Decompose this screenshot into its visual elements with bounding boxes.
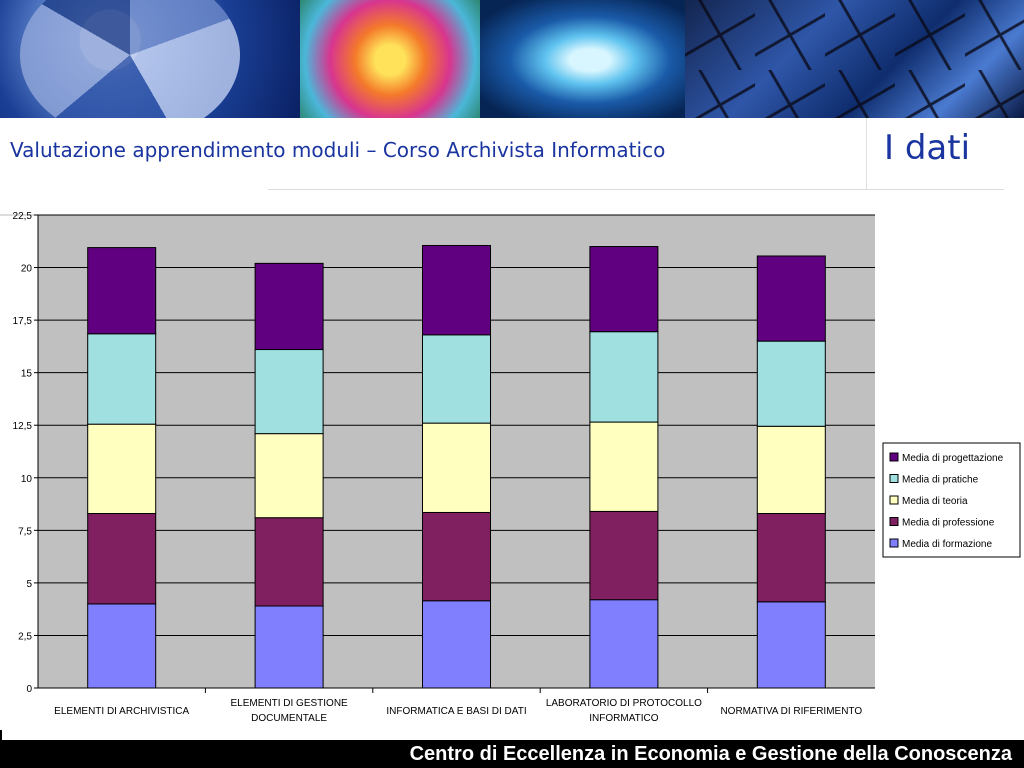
y-tick-label: 7,5 bbox=[18, 526, 32, 537]
bar-segment bbox=[87, 333, 157, 425]
bar-segment bbox=[756, 425, 826, 515]
y-tick-label: 5 bbox=[26, 579, 32, 590]
y-tick-label: 0 bbox=[26, 684, 32, 695]
legend-label: Media di formazione bbox=[902, 539, 992, 550]
y-tick-label: 15 bbox=[21, 369, 33, 380]
legend-box bbox=[882, 442, 1021, 558]
section-title: I dati bbox=[884, 128, 971, 168]
bar-segment bbox=[756, 601, 826, 689]
bar-segment bbox=[756, 340, 826, 427]
x-tick-label: DOCUMENTALE bbox=[251, 713, 327, 724]
bar-segment bbox=[756, 513, 826, 603]
bar-segment bbox=[422, 244, 491, 336]
x-tick-label: NORMATIVA DI RIFERIMENTO bbox=[720, 706, 862, 717]
slide-edge-mark bbox=[0, 730, 2, 740]
bar-segment bbox=[422, 600, 491, 689]
bar-segment bbox=[87, 423, 157, 515]
banner-image-digital-head bbox=[480, 0, 685, 118]
bar-segment bbox=[254, 349, 324, 435]
y-tick-label: 20 bbox=[21, 264, 33, 275]
header-banner bbox=[0, 0, 1024, 118]
bar-segment bbox=[422, 334, 491, 424]
stacked-bar-chart: 0 2,5 5 7,5 10 12,5 15 17,5 20 22,5 ELEMENTI DI AR… bbox=[0, 200, 1024, 740]
bar-segment bbox=[87, 513, 157, 605]
bar-segment bbox=[756, 255, 826, 342]
bar-segment bbox=[589, 331, 659, 423]
page-title: Valutazione apprendimento moduli – Corso… bbox=[10, 138, 666, 162]
x-tick-label: LABORATORIO DI PROTOCOLLO bbox=[546, 698, 702, 709]
bar-segment bbox=[254, 433, 324, 519]
legend-swatch bbox=[889, 474, 899, 483]
legend-label: Media di professione bbox=[902, 518, 995, 529]
x-tick-label: INFORMATICA E BASI DI DATI bbox=[386, 706, 526, 717]
legend-swatch bbox=[889, 452, 899, 462]
legend-label: Media di teoria bbox=[902, 496, 968, 507]
bar-segment bbox=[87, 603, 157, 689]
bar-segment bbox=[589, 510, 659, 601]
banner-image-abstract bbox=[300, 0, 480, 118]
legend-label: Media di progettazione bbox=[902, 453, 1004, 464]
y-tick-label: 17,5 bbox=[13, 316, 33, 327]
bar-segment bbox=[589, 246, 659, 333]
banner-image-glass-roof bbox=[685, 0, 1024, 118]
title-rule bbox=[268, 189, 1004, 190]
legend-label: Media di pratiche bbox=[902, 475, 979, 486]
y-tick-label: 12,5 bbox=[13, 421, 33, 432]
x-tick-label: ELEMENTI DI GESTIONE bbox=[230, 698, 348, 709]
chart-svg: 0 2,5 5 7,5 10 12,5 15 17,5 20 22,5 ELEMENTI DI AR… bbox=[0, 211, 1021, 724]
bar-segment bbox=[254, 605, 324, 689]
y-tick-label: 2,5 bbox=[18, 631, 32, 642]
legend-swatch bbox=[889, 495, 899, 505]
x-tick-label: ELEMENTI DI ARCHIVISTICA bbox=[54, 706, 189, 717]
bar-segment bbox=[589, 599, 659, 689]
legend-swatch bbox=[889, 538, 899, 548]
bar-segment bbox=[422, 511, 491, 602]
bar-segment bbox=[589, 421, 659, 512]
x-tick-label: INFORMATICO bbox=[589, 713, 658, 724]
legend-swatch bbox=[889, 517, 899, 526]
y-tick-label: 10 bbox=[21, 474, 33, 485]
footer-bar: Centro di Eccellenza in Economia e Gesti… bbox=[0, 740, 1024, 768]
bar-segment bbox=[254, 262, 324, 351]
footer-text: Centro di Eccellenza in Economia e Gesti… bbox=[409, 743, 1012, 765]
bar-segment bbox=[422, 422, 491, 513]
title-separator bbox=[866, 118, 867, 190]
y-tick-label: 22,5 bbox=[13, 211, 33, 222]
bar-segment bbox=[254, 517, 324, 607]
bar-segment bbox=[87, 247, 157, 335]
banner-image-world-pie bbox=[0, 0, 300, 118]
